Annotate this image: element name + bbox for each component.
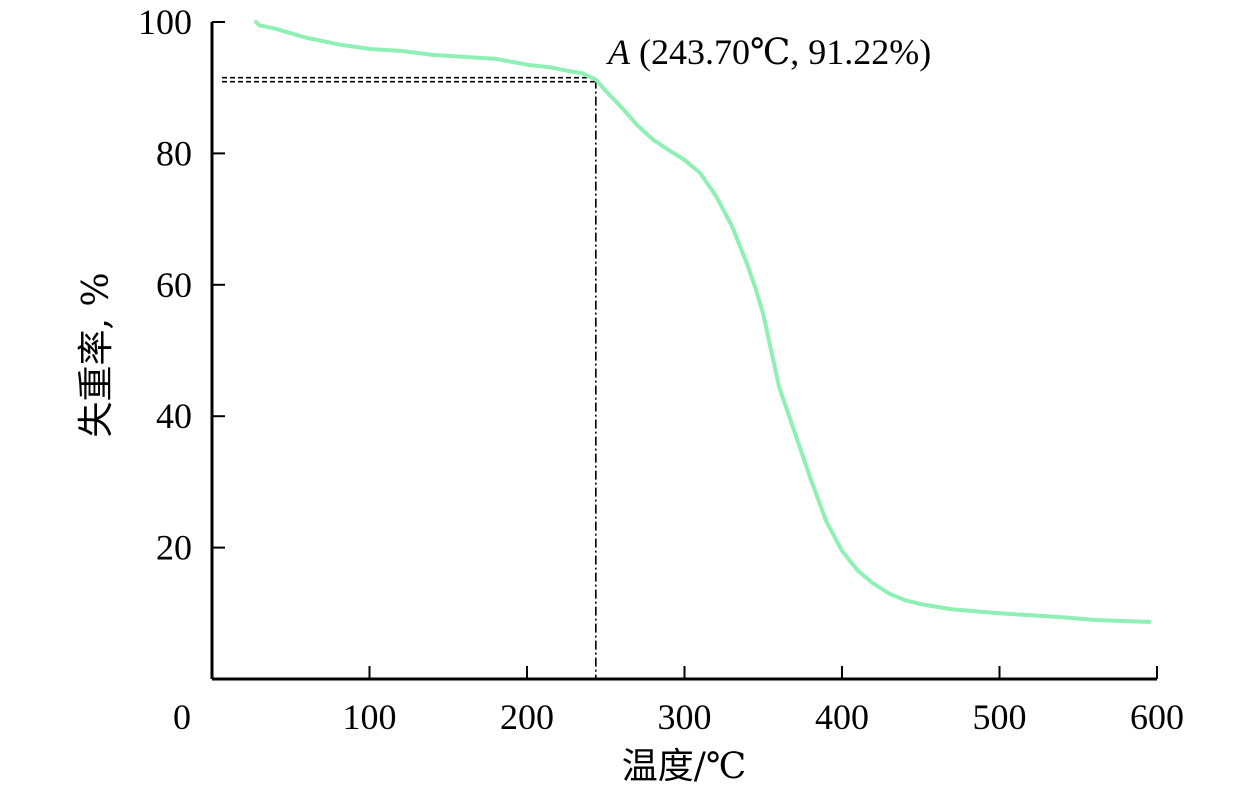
- annotation-point-values: (243.70℃, 91.22%): [630, 32, 931, 72]
- x-axis-title: 温度/℃: [622, 746, 746, 787]
- x-tick-label: 600: [1130, 697, 1184, 737]
- x-tick-label: 100: [343, 697, 397, 737]
- ticks-layer: [212, 21, 1158, 679]
- x-tick-label: 500: [973, 697, 1027, 737]
- series-layer: [254, 20, 1152, 624]
- x-tick-label: 200: [500, 697, 554, 737]
- tga-curve: [254, 20, 1152, 624]
- y-tick-label: 20: [156, 528, 192, 568]
- y-tick-label: 100: [138, 2, 192, 42]
- axes-layer: [210, 22, 1157, 681]
- annotation-guides: [222, 76, 597, 679]
- y-axis-title: 失重率, %: [76, 272, 117, 437]
- x-tick-label: 400: [815, 697, 869, 737]
- y-tick-label: 60: [156, 265, 192, 305]
- annotation-point-label: A: [606, 32, 631, 72]
- x-tick-label: 0: [173, 697, 191, 737]
- y-tick-label: 40: [156, 396, 192, 436]
- labels-layer: 0 100 200 300 400 500 600 20 40 60 80 100: [138, 2, 1184, 737]
- point-annotation: A (243.70℃, 91.22%): [606, 32, 931, 72]
- y-tick-label: 80: [156, 133, 192, 173]
- x-tick-label: 300: [658, 697, 712, 737]
